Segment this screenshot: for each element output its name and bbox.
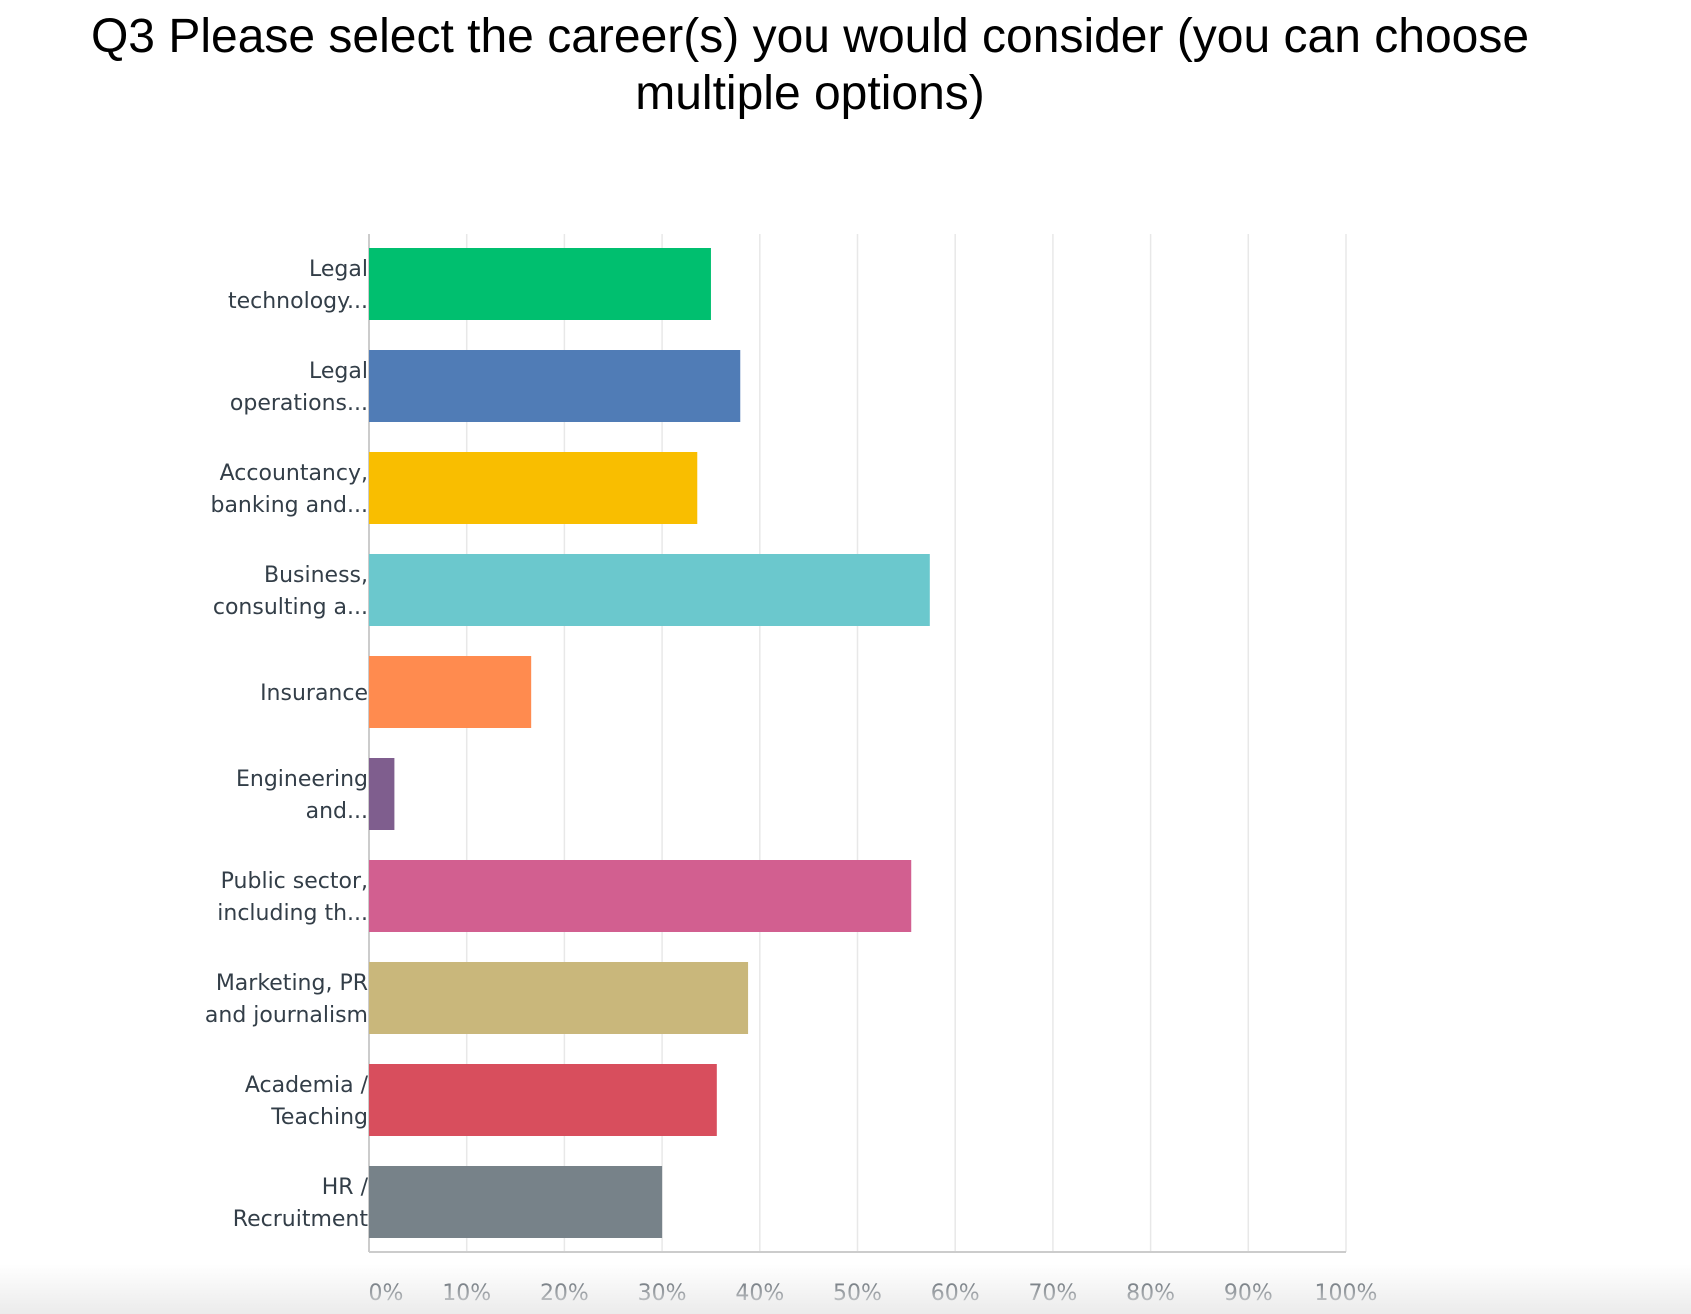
category-label-4-0: Insurance	[260, 681, 368, 706]
category-label-5-0: Engineering	[236, 767, 368, 792]
category-label-9-0: HR /	[322, 1175, 369, 1200]
x-tick-label-50: 50%	[833, 1281, 882, 1306]
category-label-7-0: Marketing, PR	[216, 971, 368, 996]
category-label-7-1: and journalism	[205, 1003, 368, 1028]
bar-3	[369, 554, 930, 626]
bar-9	[369, 1166, 663, 1238]
category-label-3-1: consulting a...	[213, 595, 368, 620]
category-label-1-0: Legal	[309, 359, 368, 384]
category-label-6-0: Public sector,	[221, 869, 368, 894]
x-tick-label-60: 60%	[931, 1281, 980, 1306]
bar-0	[369, 248, 711, 320]
category-label-0-1: technology...	[228, 289, 368, 314]
x-tick-label-90: 90%	[1224, 1281, 1273, 1306]
chart-title-line-1: Q3 Please select the career(s) you would…	[90, 10, 1530, 63]
category-label-2-1: banking and...	[210, 493, 368, 518]
bar-4	[369, 656, 532, 728]
category-label-8-0: Academia /	[245, 1073, 369, 1098]
category-label-3-0: Business,	[264, 563, 368, 588]
bar-6	[369, 860, 912, 932]
category-label-6-1: including th...	[217, 901, 368, 926]
category-label-0-0: Legal	[309, 257, 368, 282]
category-label-9-1: Recruitment	[233, 1207, 369, 1232]
category-label-8-1: Teaching	[270, 1105, 368, 1130]
x-tick-label-0: 0%	[369, 1281, 404, 1306]
category-label-2-0: Accountancy,	[220, 461, 368, 486]
x-tick-label-20: 20%	[540, 1281, 589, 1306]
category-label-5-1: and...	[306, 799, 368, 824]
x-tick-label-30: 30%	[638, 1281, 687, 1306]
x-tick-label-100: 100%	[1315, 1281, 1378, 1306]
bar-7	[369, 962, 749, 1034]
x-tick-label-80: 80%	[1126, 1281, 1175, 1306]
x-tick-label-10: 10%	[442, 1281, 491, 1306]
chart-title-line-2: multiple options)	[635, 67, 985, 120]
chart-title: Q3 Please select the career(s) you would…	[0, 8, 1620, 122]
bar-1	[369, 350, 741, 422]
x-tick-label-70: 70%	[1028, 1281, 1077, 1306]
bar-5	[369, 758, 395, 830]
category-label-1-1: operations...	[230, 391, 368, 416]
bar-2	[369, 452, 698, 524]
bar-8	[369, 1064, 717, 1136]
x-tick-label-40: 40%	[735, 1281, 784, 1306]
